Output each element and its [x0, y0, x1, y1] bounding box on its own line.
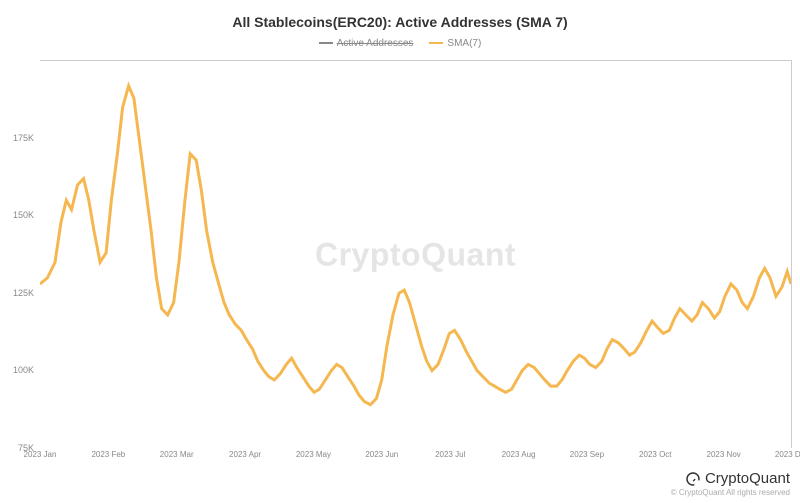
x-tick-label: 2023 Oct [639, 450, 671, 459]
legend-label: Active Addresses [337, 38, 414, 49]
x-tick-label: 2023 May [296, 450, 331, 459]
y-tick-label: 125K [13, 288, 34, 298]
series-line [40, 86, 791, 405]
brand-text: CryptoQuant [705, 470, 790, 487]
x-tick-label: 2023 Aug [502, 450, 536, 459]
brand-logo-icon [685, 471, 701, 487]
x-tick-label: 2023 Jun [365, 450, 398, 459]
x-tick-label: 2023 Apr [229, 450, 261, 459]
line-chart-svg [40, 61, 791, 448]
y-axis: 75K100K125K150K175K [0, 60, 40, 448]
x-tick-label: 2023 Mar [160, 450, 194, 459]
x-tick-label: 2023 Jan [24, 450, 57, 459]
chart-container: All Stablecoins(ERC20): Active Addresses… [0, 0, 800, 503]
legend-item[interactable]: SMA(7) [429, 38, 481, 49]
y-tick-label: 150K [13, 210, 34, 220]
copyright: © CryptoQuant All rights reserved [671, 488, 790, 497]
x-tick-label: 2023 Sep [570, 450, 604, 459]
x-axis: 2023 Jan2023 Feb2023 Mar2023 Apr2023 May… [40, 448, 792, 463]
y-tick-label: 175K [13, 133, 34, 143]
legend-swatch [319, 42, 333, 44]
x-tick-label: 2023 Nov [707, 450, 741, 459]
x-tick-label: 2023 Dec [775, 450, 800, 459]
y-tick-label: 100K [13, 365, 34, 375]
plot-area: CryptoQuant [40, 60, 792, 448]
legend-label: SMA(7) [447, 38, 481, 49]
brand: CryptoQuant [671, 470, 790, 487]
legend-item[interactable]: Active Addresses [319, 38, 414, 49]
chart-legend: Active Addresses SMA(7) [0, 36, 800, 49]
x-tick-label: 2023 Jul [435, 450, 465, 459]
legend-swatch [429, 42, 443, 44]
x-tick-label: 2023 Feb [91, 450, 125, 459]
footer: CryptoQuant © CryptoQuant All rights res… [671, 470, 790, 497]
chart-title: All Stablecoins(ERC20): Active Addresses… [0, 0, 800, 30]
